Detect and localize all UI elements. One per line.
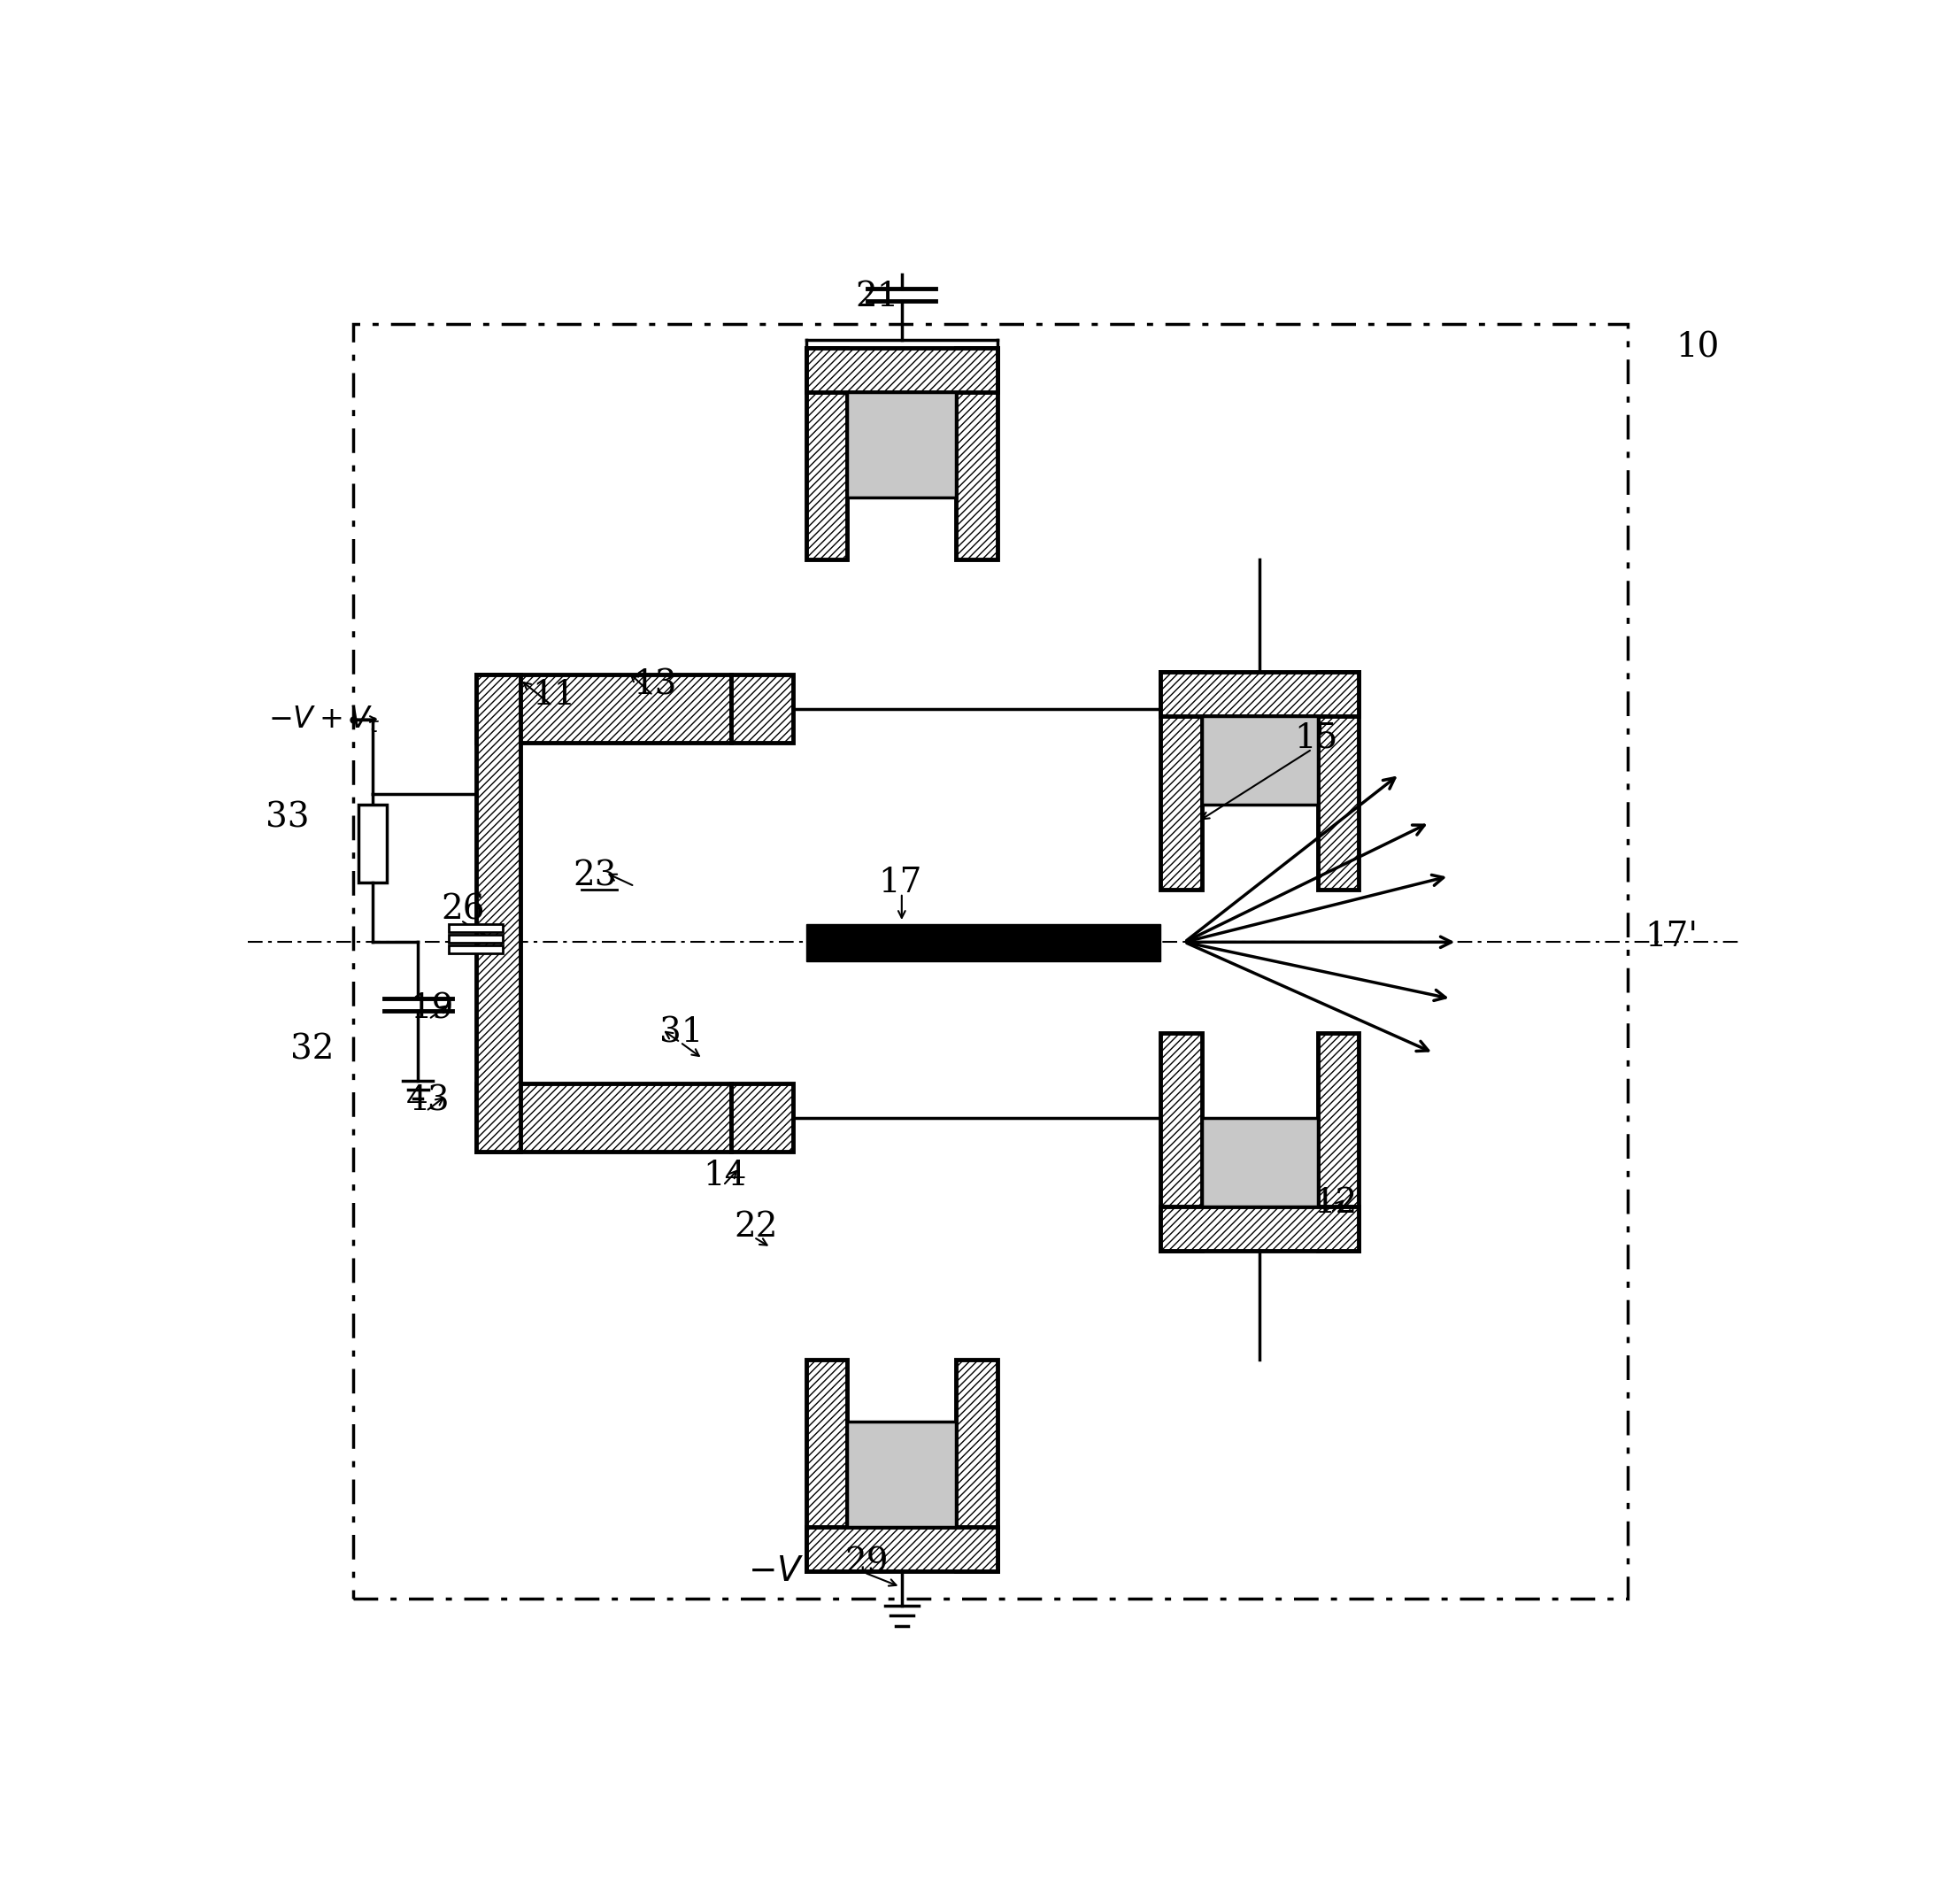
Bar	[806, 348, 998, 392]
Bar	[448, 935, 503, 942]
Bar	[448, 923, 503, 931]
Bar	[806, 1527, 998, 1571]
Text: 11: 11	[532, 680, 576, 712]
Text: 19: 19	[410, 992, 454, 1024]
Bar	[476, 674, 732, 743]
Bar	[1201, 1118, 1318, 1207]
Bar	[957, 1359, 998, 1571]
Bar	[1318, 1032, 1359, 1251]
Bar	[353, 324, 1628, 1599]
Bar	[476, 1083, 732, 1152]
Text: 12: 12	[1314, 1186, 1357, 1220]
Bar	[359, 803, 386, 883]
Text: 43: 43	[406, 1085, 450, 1118]
Bar	[957, 348, 998, 560]
Text: 10: 10	[1675, 331, 1720, 364]
Bar	[806, 348, 846, 560]
Text: $-V+V_t$: $-V+V_t$	[268, 704, 380, 735]
Text: 21: 21	[856, 280, 899, 312]
Text: 17': 17'	[1644, 922, 1698, 954]
Bar	[846, 392, 957, 497]
Text: 17: 17	[879, 866, 922, 899]
Text: 13: 13	[633, 668, 677, 701]
Bar	[1161, 672, 1201, 889]
Text: 31: 31	[660, 1017, 703, 1049]
Text: 15: 15	[1295, 722, 1337, 754]
Text: 14: 14	[703, 1160, 747, 1192]
Bar	[846, 1420, 957, 1527]
Text: 33: 33	[266, 802, 309, 834]
Bar	[1161, 1207, 1359, 1251]
Bar	[476, 674, 520, 1152]
Bar	[520, 743, 732, 1083]
Bar	[732, 674, 792, 743]
Bar	[1201, 716, 1318, 803]
Text: 29: 29	[844, 1546, 889, 1580]
Bar	[806, 923, 1161, 962]
Bar	[806, 1359, 846, 1571]
Text: $-V$: $-V$	[747, 1556, 804, 1588]
Bar	[1318, 672, 1359, 889]
Text: 26: 26	[441, 893, 485, 927]
Bar	[448, 946, 503, 954]
Text: 22: 22	[734, 1211, 778, 1243]
Bar	[1161, 672, 1359, 716]
Bar	[1161, 1032, 1201, 1251]
Text: 32: 32	[291, 1034, 334, 1066]
Text: 23: 23	[573, 859, 617, 893]
Bar	[732, 1083, 792, 1152]
